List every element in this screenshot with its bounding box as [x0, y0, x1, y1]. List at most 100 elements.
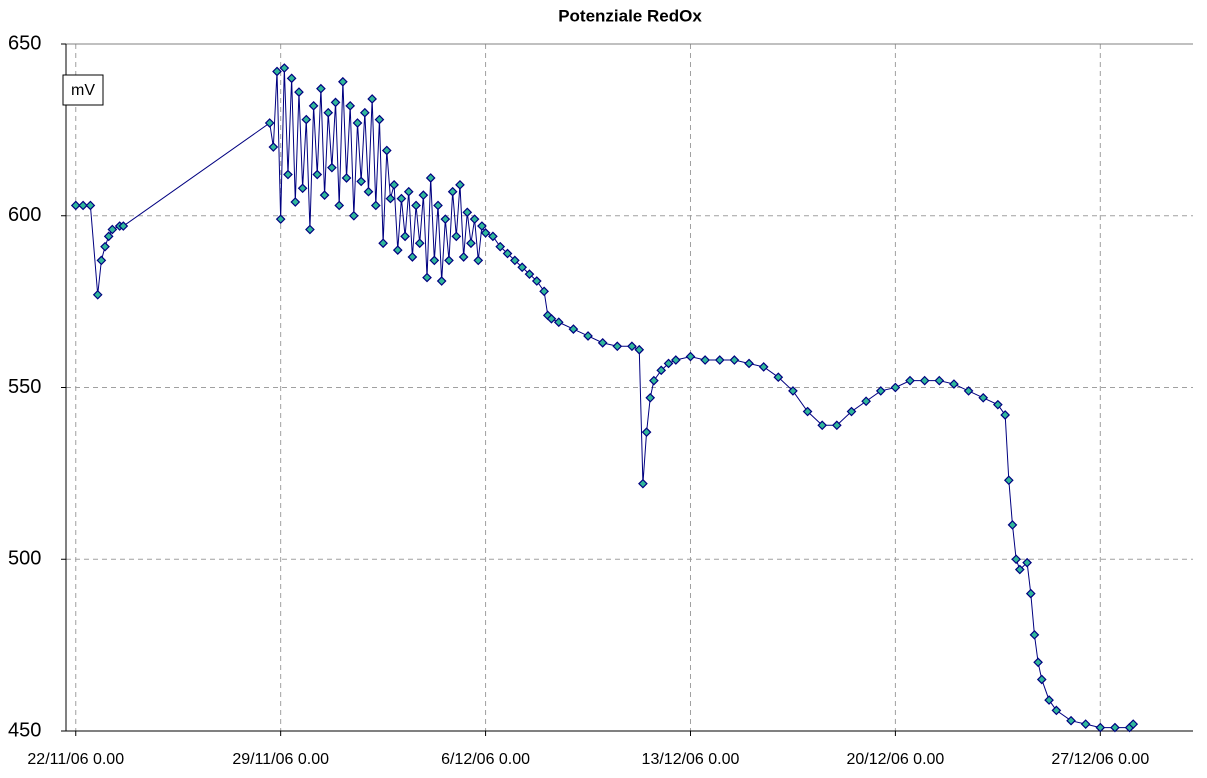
data-point — [425, 173, 436, 183]
data-point — [1029, 629, 1040, 640]
data-point — [473, 255, 484, 266]
data-point — [279, 63, 290, 73]
data-point — [861, 396, 871, 407]
data-point — [407, 252, 418, 262]
data-point — [758, 362, 769, 372]
data-point — [978, 392, 989, 403]
data-point — [1033, 657, 1043, 668]
data-point — [389, 179, 399, 190]
data-point — [433, 200, 443, 211]
data-point — [1128, 719, 1139, 729]
data-point — [301, 114, 312, 125]
data-point — [422, 272, 432, 283]
data-point — [323, 107, 334, 118]
data-point — [451, 231, 462, 242]
data-point — [264, 118, 275, 128]
data-point — [367, 94, 377, 104]
data-point — [1007, 520, 1018, 530]
x-tick-label: 13/12/06 0.00 — [642, 751, 740, 768]
data-point — [334, 200, 345, 211]
x-tick-label: 6/12/06 0.00 — [441, 751, 530, 768]
data-point — [396, 193, 407, 204]
data-point — [1014, 564, 1025, 575]
data-point — [1044, 695, 1054, 705]
data-point — [524, 269, 535, 279]
data-point — [429, 255, 440, 266]
data-point — [645, 392, 656, 403]
data-point — [462, 207, 473, 218]
data-point — [1000, 410, 1011, 420]
data-point — [297, 183, 308, 194]
data-point — [352, 118, 363, 128]
data-point — [348, 210, 359, 221]
data-point — [400, 231, 410, 242]
x-tick-label: 22/11/06 0.00 — [27, 751, 124, 768]
data-point — [744, 358, 754, 369]
data-point — [440, 214, 451, 225]
data-point — [359, 107, 370, 118]
data-point — [517, 262, 528, 273]
data-point — [469, 214, 480, 225]
data-point — [283, 169, 293, 180]
data-point — [312, 169, 323, 180]
data-point — [1080, 719, 1091, 729]
y-tick-label: 650 — [8, 32, 41, 54]
data-point — [356, 176, 367, 187]
data-point — [272, 66, 282, 77]
data-point — [414, 238, 425, 249]
data-point — [1011, 554, 1021, 565]
data-point — [118, 221, 129, 231]
y-tick-label: 500 — [8, 548, 41, 570]
data-point — [553, 317, 564, 328]
data-point — [70, 200, 81, 211]
data-point — [700, 355, 710, 365]
data-point — [495, 241, 506, 252]
data-point — [338, 76, 348, 87]
data-point — [531, 276, 542, 286]
data-point — [403, 186, 414, 197]
data-point — [634, 344, 645, 355]
data-point — [992, 399, 1003, 410]
x-tick-label: 27/12/06 0.00 — [1051, 751, 1149, 768]
data-point — [1003, 475, 1014, 486]
data-point — [638, 478, 648, 489]
y-axis-label: mV — [71, 82, 95, 99]
data-point — [488, 231, 498, 242]
data-point — [890, 382, 901, 393]
data-point — [663, 358, 674, 369]
data-point — [385, 193, 396, 204]
data-point — [627, 341, 637, 352]
data-point — [1066, 715, 1076, 726]
data-point — [1036, 674, 1047, 685]
data-point — [714, 355, 725, 365]
data-point — [583, 331, 593, 341]
data-point — [436, 276, 447, 286]
data-point — [477, 221, 487, 231]
data-point — [802, 406, 813, 417]
data-point — [649, 375, 659, 386]
data-point — [539, 286, 549, 297]
data-point — [934, 375, 945, 386]
data-point — [949, 379, 959, 389]
data-point — [103, 231, 114, 242]
data-point — [327, 162, 337, 173]
data-point — [374, 114, 385, 125]
data-point — [773, 372, 784, 383]
data-point — [330, 97, 341, 108]
data-point — [341, 173, 352, 183]
data-point — [290, 197, 301, 207]
data-point — [381, 145, 392, 156]
y-label-box — [62, 74, 104, 106]
data-point — [316, 83, 326, 94]
data-point — [363, 186, 374, 197]
data-point — [641, 427, 652, 438]
data-point — [275, 214, 286, 225]
data-point — [597, 337, 608, 348]
data-point — [458, 252, 469, 262]
x-tick-label: 20/12/06 0.00 — [846, 751, 944, 768]
data-point — [788, 386, 798, 396]
data-point — [817, 420, 828, 431]
data-point — [502, 248, 513, 259]
data-point — [378, 238, 388, 249]
data-point — [85, 200, 96, 211]
